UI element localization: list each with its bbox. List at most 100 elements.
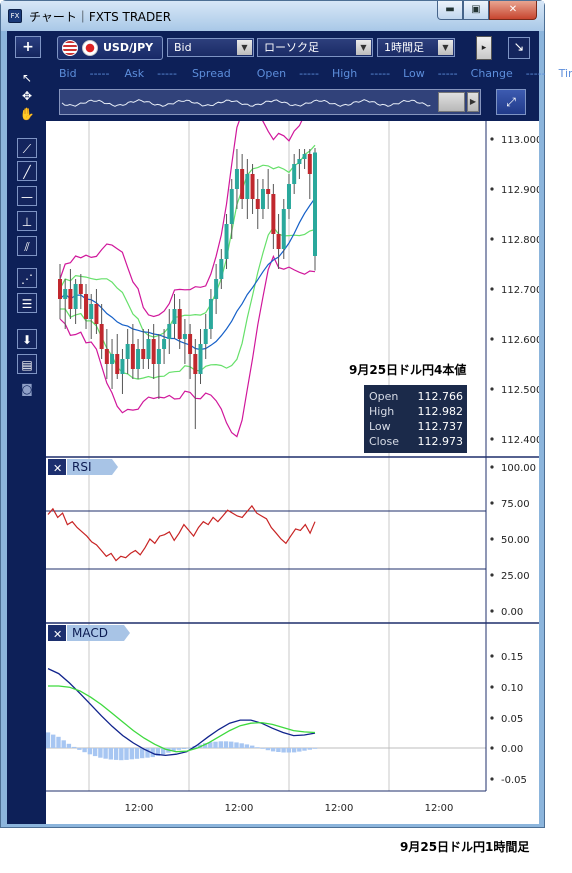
candle-body [84,294,89,319]
time-tick: 12:00 [325,803,354,814]
side-panel-toggle[interactable]: ▸ [476,36,492,60]
pointer-icon[interactable]: ↖ [21,71,33,85]
macd-axis: 0.15 0.10 0.05 0.00 -0.05 [490,652,527,786]
trendline-icon[interactable]: ⟋ [17,138,37,158]
list-icon[interactable]: ▤ [17,354,37,374]
macd-tick: 0.00 [501,744,523,755]
chart-area[interactable]: 113.000 112.900 112.800 112.700 112.600 112.5… [45,102,542,824]
horizontal-line-icon[interactable]: — [17,186,37,206]
macd-close-icon[interactable]: ✕ [53,628,62,641]
figure-caption: 9月25日ドル円1時間足 [400,840,530,854]
chevron-right-icon[interactable]: ▶ [467,92,479,112]
line-icon[interactable]: ╱ [17,161,37,181]
camera-icon[interactable]: ◙ [21,382,33,396]
chevron-down-icon[interactable]: ▼ [237,40,252,55]
minimize-button[interactable]: ▬ [437,1,463,20]
candle-body [73,284,78,309]
macd-line [47,668,316,757]
histogram-bar [92,748,98,757]
price-type-select[interactable]: Bid ▼ [167,38,254,57]
macd-tick: 0.10 [501,683,523,694]
detach-button[interactable]: ↘ [508,37,530,59]
histogram-bar [244,744,250,748]
candle [94,289,99,334]
candle-body [78,284,83,294]
candle [130,324,135,379]
navigator-slider[interactable] [438,92,465,112]
zoom-fit-button[interactable]: ⤢ [496,89,526,115]
maximize-button[interactable]: ▣ [463,1,489,20]
candle-body [94,304,99,324]
low-value: ----- [437,67,458,80]
candle [292,154,297,194]
add-chart-button[interactable]: + [15,36,41,58]
fibonacci-fan-icon[interactable]: ⋰ [17,268,37,288]
tick-dot [490,685,494,689]
candle [167,309,172,354]
candle [224,214,229,269]
histogram-bar [307,748,312,750]
ohlc-close-label: Close [369,435,399,448]
candle-body [182,334,187,339]
price-tick: 113.000 [501,135,539,146]
candle [245,159,250,219]
candle-body [198,344,203,374]
candle-body [276,234,281,249]
chevron-down-icon[interactable]: ▼ [356,40,371,55]
histogram-bar [124,748,129,760]
histogram-bar [66,743,72,748]
histogram-bar [255,747,260,748]
candle [203,314,208,359]
candle [156,334,161,399]
candle-body [136,349,141,369]
hand-icon[interactable]: ✋ [19,107,35,121]
title-bar[interactable]: FX チャート｜FXTS TRADER ▬ ▣ ✕ [1,1,544,31]
us-flag-icon [62,40,78,56]
candle [172,294,177,339]
candle-body [115,354,120,374]
candle-body [219,259,224,279]
close-button[interactable]: ✕ [489,1,537,20]
macd-close-bg[interactable] [48,625,66,641]
chart-type-select[interactable]: ローソク足 ▼ [257,38,373,57]
rsi-tick: 100.00 [501,463,536,474]
candle-body [229,189,234,224]
rsi-close-icon[interactable]: ✕ [53,462,62,475]
chart-canvas[interactable]: 113.000 112.900 112.800 112.700 112.600 112.5… [45,102,542,824]
ask-value: ----- [157,67,177,80]
vertical-line-icon[interactable]: ⊥ [17,211,37,231]
crosshair-icon[interactable]: ✥ [21,89,33,103]
chevron-down-icon[interactable]: ▼ [438,40,453,55]
candle-body [193,354,198,374]
candle-body [234,169,239,189]
download-icon[interactable]: ⬇ [17,329,37,349]
app-icon: FX [8,9,22,23]
channel-icon[interactable]: ⫽ [17,236,37,256]
macd-histogram [45,732,318,761]
candle [297,149,302,179]
candle [136,339,141,379]
histogram-bar [140,748,145,759]
histogram-bar [223,741,229,748]
fibonacci-levels-icon[interactable]: ☰ [17,293,37,313]
histogram-bar [129,748,134,760]
candle [73,279,78,324]
candle [146,329,151,369]
histogram-bar [281,748,286,753]
histogram-bar [291,748,297,753]
candle [250,164,255,214]
timeframe-select[interactable]: 1時間足 ▼ [377,38,455,57]
tick-dot [490,437,494,441]
rsi-close-bg[interactable] [48,459,66,475]
overview-navigator[interactable]: ▶ [59,89,481,115]
histogram-bar [119,748,124,761]
high-label: High [331,67,358,80]
candle [151,324,156,379]
histogram-bar [260,748,265,749]
histogram-bar [250,745,255,748]
candle [198,329,203,384]
candle-body [58,279,62,299]
symbol-selector[interactable]: USD/JPY [57,36,163,60]
tick-dot [490,337,494,341]
